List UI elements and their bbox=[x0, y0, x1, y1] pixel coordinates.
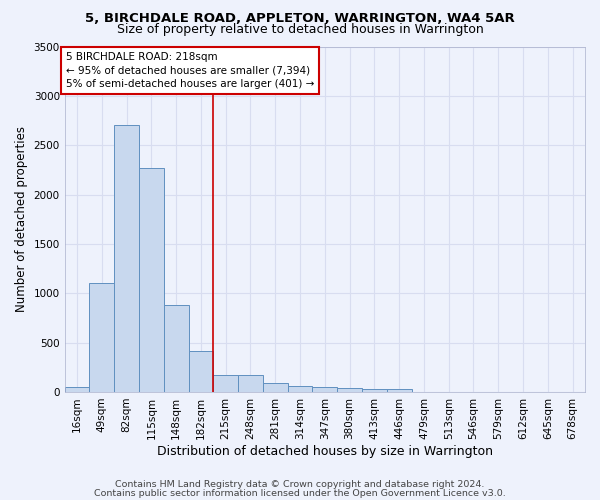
Text: 5 BIRCHDALE ROAD: 218sqm
← 95% of detached houses are smaller (7,394)
5% of semi: 5 BIRCHDALE ROAD: 218sqm ← 95% of detach… bbox=[66, 52, 314, 89]
Bar bbox=[164, 305, 188, 392]
Bar bbox=[139, 168, 164, 392]
Text: Contains public sector information licensed under the Open Government Licence v3: Contains public sector information licen… bbox=[94, 488, 506, 498]
Bar bbox=[238, 375, 263, 392]
Text: 5, BIRCHDALE ROAD, APPLETON, WARRINGTON, WA4 5AR: 5, BIRCHDALE ROAD, APPLETON, WARRINGTON,… bbox=[85, 12, 515, 26]
Bar bbox=[313, 387, 337, 392]
Bar bbox=[362, 389, 387, 392]
Y-axis label: Number of detached properties: Number of detached properties bbox=[15, 126, 28, 312]
Bar bbox=[337, 388, 362, 392]
X-axis label: Distribution of detached houses by size in Warrington: Distribution of detached houses by size … bbox=[157, 444, 493, 458]
Bar bbox=[114, 126, 139, 392]
Bar bbox=[387, 390, 412, 392]
Bar bbox=[287, 386, 313, 392]
Text: Contains HM Land Registry data © Crown copyright and database right 2024.: Contains HM Land Registry data © Crown c… bbox=[115, 480, 485, 489]
Bar bbox=[263, 382, 287, 392]
Bar bbox=[188, 350, 214, 392]
Bar bbox=[214, 375, 238, 392]
Text: Size of property relative to detached houses in Warrington: Size of property relative to detached ho… bbox=[116, 22, 484, 36]
Bar bbox=[89, 284, 114, 392]
Bar bbox=[65, 387, 89, 392]
